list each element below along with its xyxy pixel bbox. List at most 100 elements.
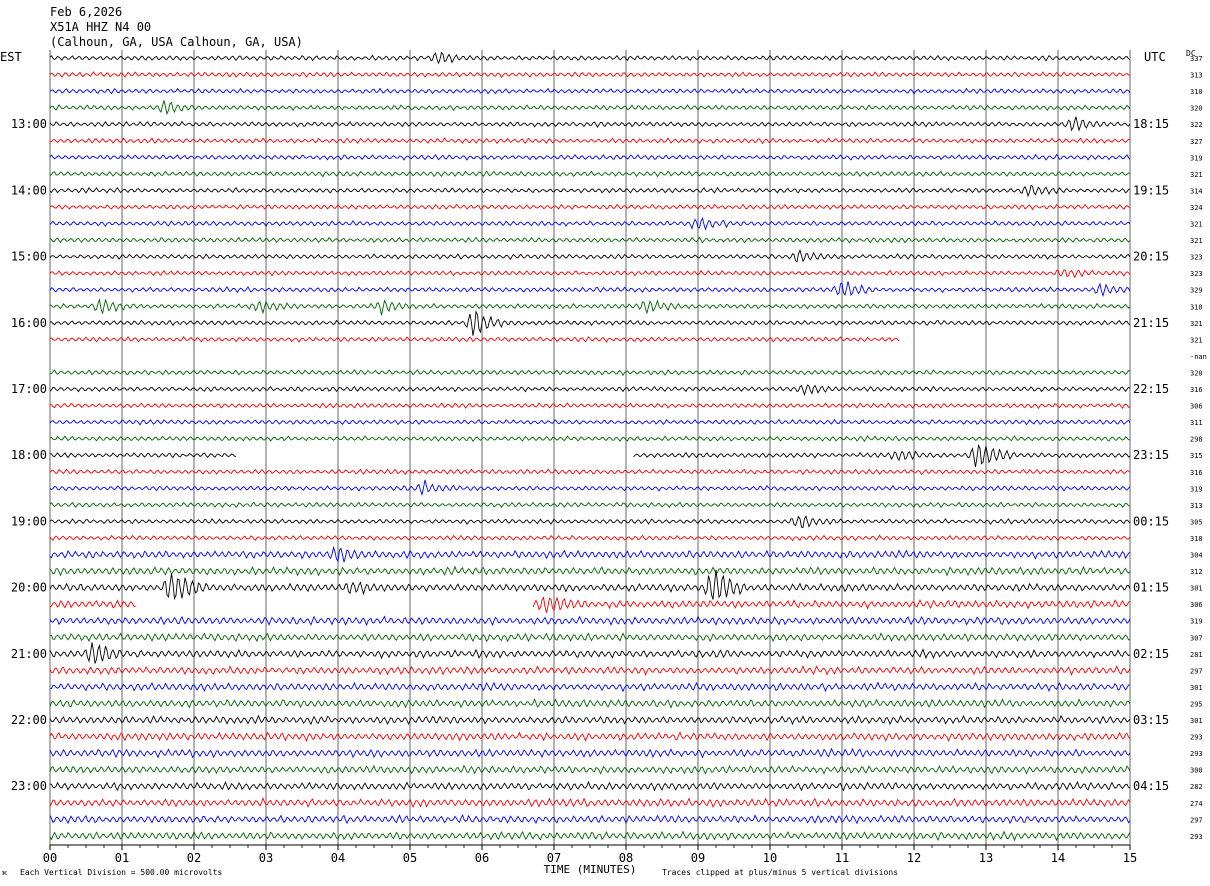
seismic-trace-row — [49, 468, 1131, 476]
est-zone-label: EST — [0, 50, 22, 64]
dc-offset-label: 305 — [1190, 518, 1203, 526]
est-hour-label: 17:00 — [11, 382, 47, 396]
seismic-traces — [49, 51, 1131, 842]
dc-offset-label: 321 — [1190, 221, 1203, 229]
dc-offset-label: 323 — [1190, 270, 1203, 278]
seismic-trace-row — [49, 780, 1131, 792]
x-tick-label: 14 — [1051, 851, 1065, 865]
x-tick-label: 05 — [403, 851, 417, 865]
x-tick-label: 09 — [691, 851, 705, 865]
seismic-trace-row — [50, 369, 1131, 377]
seismic-trace-row — [49, 596, 1131, 613]
x-axis: 00 01 02 03 04 05 06 07 08 09 10 11 12 13 14 15 — [43, 844, 1137, 865]
est-hour-label: 20:00 — [11, 581, 47, 595]
seismic-trace-row — [49, 248, 1131, 263]
seismic-trace-row — [49, 632, 1131, 643]
seismic-trace-row — [49, 71, 1131, 79]
date-label: Feb 6,2026 — [50, 5, 122, 19]
dc-offset-label: 324 — [1190, 204, 1203, 212]
x-tick-label: 12 — [907, 851, 921, 865]
seismic-trace-row — [49, 137, 1131, 145]
seismic-trace-row — [49, 384, 1131, 397]
seismic-trace-row — [49, 797, 1131, 809]
seismic-trace-row — [49, 269, 1131, 279]
dc-offset-label: 300 — [1190, 767, 1203, 775]
seismic-trace-row — [49, 310, 1131, 336]
seismic-trace-row — [49, 830, 1131, 842]
dc-offset-label: 321 — [1190, 320, 1203, 328]
utc-hour-label: 22:15 — [1133, 382, 1169, 396]
location-label: (Calhoun, GA, USA Calhoun, GA, USA) — [50, 35, 303, 49]
seismic-trace-row — [49, 731, 1131, 742]
utc-zone-label: UTC — [1144, 50, 1166, 64]
seismic-trace-row — [49, 569, 1131, 601]
seismic-trace-row — [49, 217, 1131, 231]
seismic-trace-row — [49, 51, 1131, 65]
dc-offset-label: 320 — [1190, 369, 1203, 377]
dc-header-label: DC — [1186, 49, 1196, 58]
x-tick-label: 11 — [835, 851, 849, 865]
dc-offset-label: 313 — [1190, 72, 1203, 80]
minute-gridlines — [49, 50, 1131, 845]
dc-offset-label: 293 — [1190, 833, 1203, 841]
x-tick-label: 08 — [619, 851, 633, 865]
dc-offset-label: 329 — [1190, 287, 1203, 295]
dc-offset-label: 307 — [1190, 634, 1203, 642]
dc-offset-label: 274 — [1190, 800, 1203, 808]
utc-hour-label: 19:15 — [1133, 183, 1169, 197]
dc-offset-label: 321 — [1190, 336, 1203, 344]
dc-offset-label: 314 — [1190, 187, 1203, 195]
seismic-trace-row — [49, 479, 1131, 497]
dc-offset-label: 318 — [1190, 535, 1203, 543]
dc-offset-label: 306 — [1190, 403, 1203, 411]
seismic-trace-row — [49, 697, 1131, 709]
footer-mark: ⌘ — [2, 869, 7, 878]
seismic-trace-row — [49, 203, 1131, 211]
dc-offset-label: 306 — [1190, 601, 1203, 609]
x-tick-label: 07 — [547, 851, 561, 865]
dc-offset-label: 298 — [1190, 436, 1203, 444]
dc-offset-label: 310 — [1190, 88, 1203, 96]
dc-offset-label: 293 — [1190, 750, 1203, 758]
seismic-trace-row — [50, 443, 1131, 468]
dc-offset-label: 293 — [1190, 734, 1203, 742]
seismic-trace-row — [49, 236, 1131, 244]
x-axis-title: TIME (MINUTES) — [544, 863, 637, 876]
dc-offset-label: 281 — [1190, 651, 1203, 659]
x-tick-label: 04 — [331, 851, 345, 865]
seismic-trace-row — [49, 402, 1131, 410]
station-label: X51A HHZ N4 00 — [50, 20, 151, 34]
seismic-trace-row — [49, 813, 1131, 825]
utc-hour-label: 21:15 — [1133, 316, 1169, 330]
est-hour-label: 19:00 — [11, 514, 47, 528]
x-tick-label: 13 — [979, 851, 993, 865]
seismic-trace-row — [49, 747, 1131, 759]
utc-hour-label: 02:15 — [1133, 647, 1169, 661]
est-hour-label: 13:00 — [11, 117, 47, 131]
utc-hour-label: 20:15 — [1133, 250, 1169, 264]
seismic-trace-row — [49, 435, 1131, 442]
est-hour-label: 14:00 — [11, 183, 47, 197]
dc-offset-label: 295 — [1190, 700, 1203, 708]
seismic-trace-row — [49, 153, 1131, 161]
dc-offset-label: 304 — [1190, 552, 1203, 560]
seismic-trace-row — [49, 501, 1131, 509]
dc-offset-label: 313 — [1190, 502, 1203, 510]
dc-offset-label: 337 — [1190, 55, 1203, 63]
scale-note: Each Vertical Division = 500.00 microvol… — [20, 868, 222, 877]
seismic-trace-row — [49, 281, 1131, 298]
est-hour-label: 23:00 — [11, 779, 47, 793]
x-tick-label: 10 — [763, 851, 777, 865]
dc-offset-label: 315 — [1190, 452, 1203, 460]
seismic-trace-row — [49, 184, 1131, 198]
est-hour-label: 18:00 — [11, 448, 47, 462]
utc-hour-label: 03:15 — [1133, 713, 1169, 727]
dc-offset-label: 321 — [1190, 171, 1203, 179]
utc-hour-label: 18:15 — [1133, 117, 1169, 131]
seismic-trace-row — [49, 515, 1131, 529]
dc-offset-label: 282 — [1190, 783, 1203, 791]
dc-offset-label: 322 — [1190, 121, 1203, 129]
x-tick-label: 03 — [259, 851, 273, 865]
seismic-trace-row — [49, 418, 1131, 426]
dc-offset-label: 301 — [1190, 717, 1203, 725]
